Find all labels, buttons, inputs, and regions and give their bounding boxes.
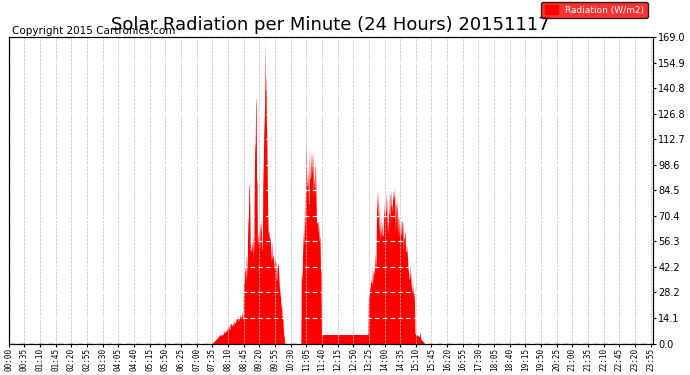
Legend: Radiation (W/m2): Radiation (W/m2) bbox=[541, 2, 648, 18]
Text: Copyright 2015 Cartronics.com: Copyright 2015 Cartronics.com bbox=[12, 26, 175, 36]
Title: Solar Radiation per Minute (24 Hours) 20151117: Solar Radiation per Minute (24 Hours) 20… bbox=[111, 16, 550, 34]
